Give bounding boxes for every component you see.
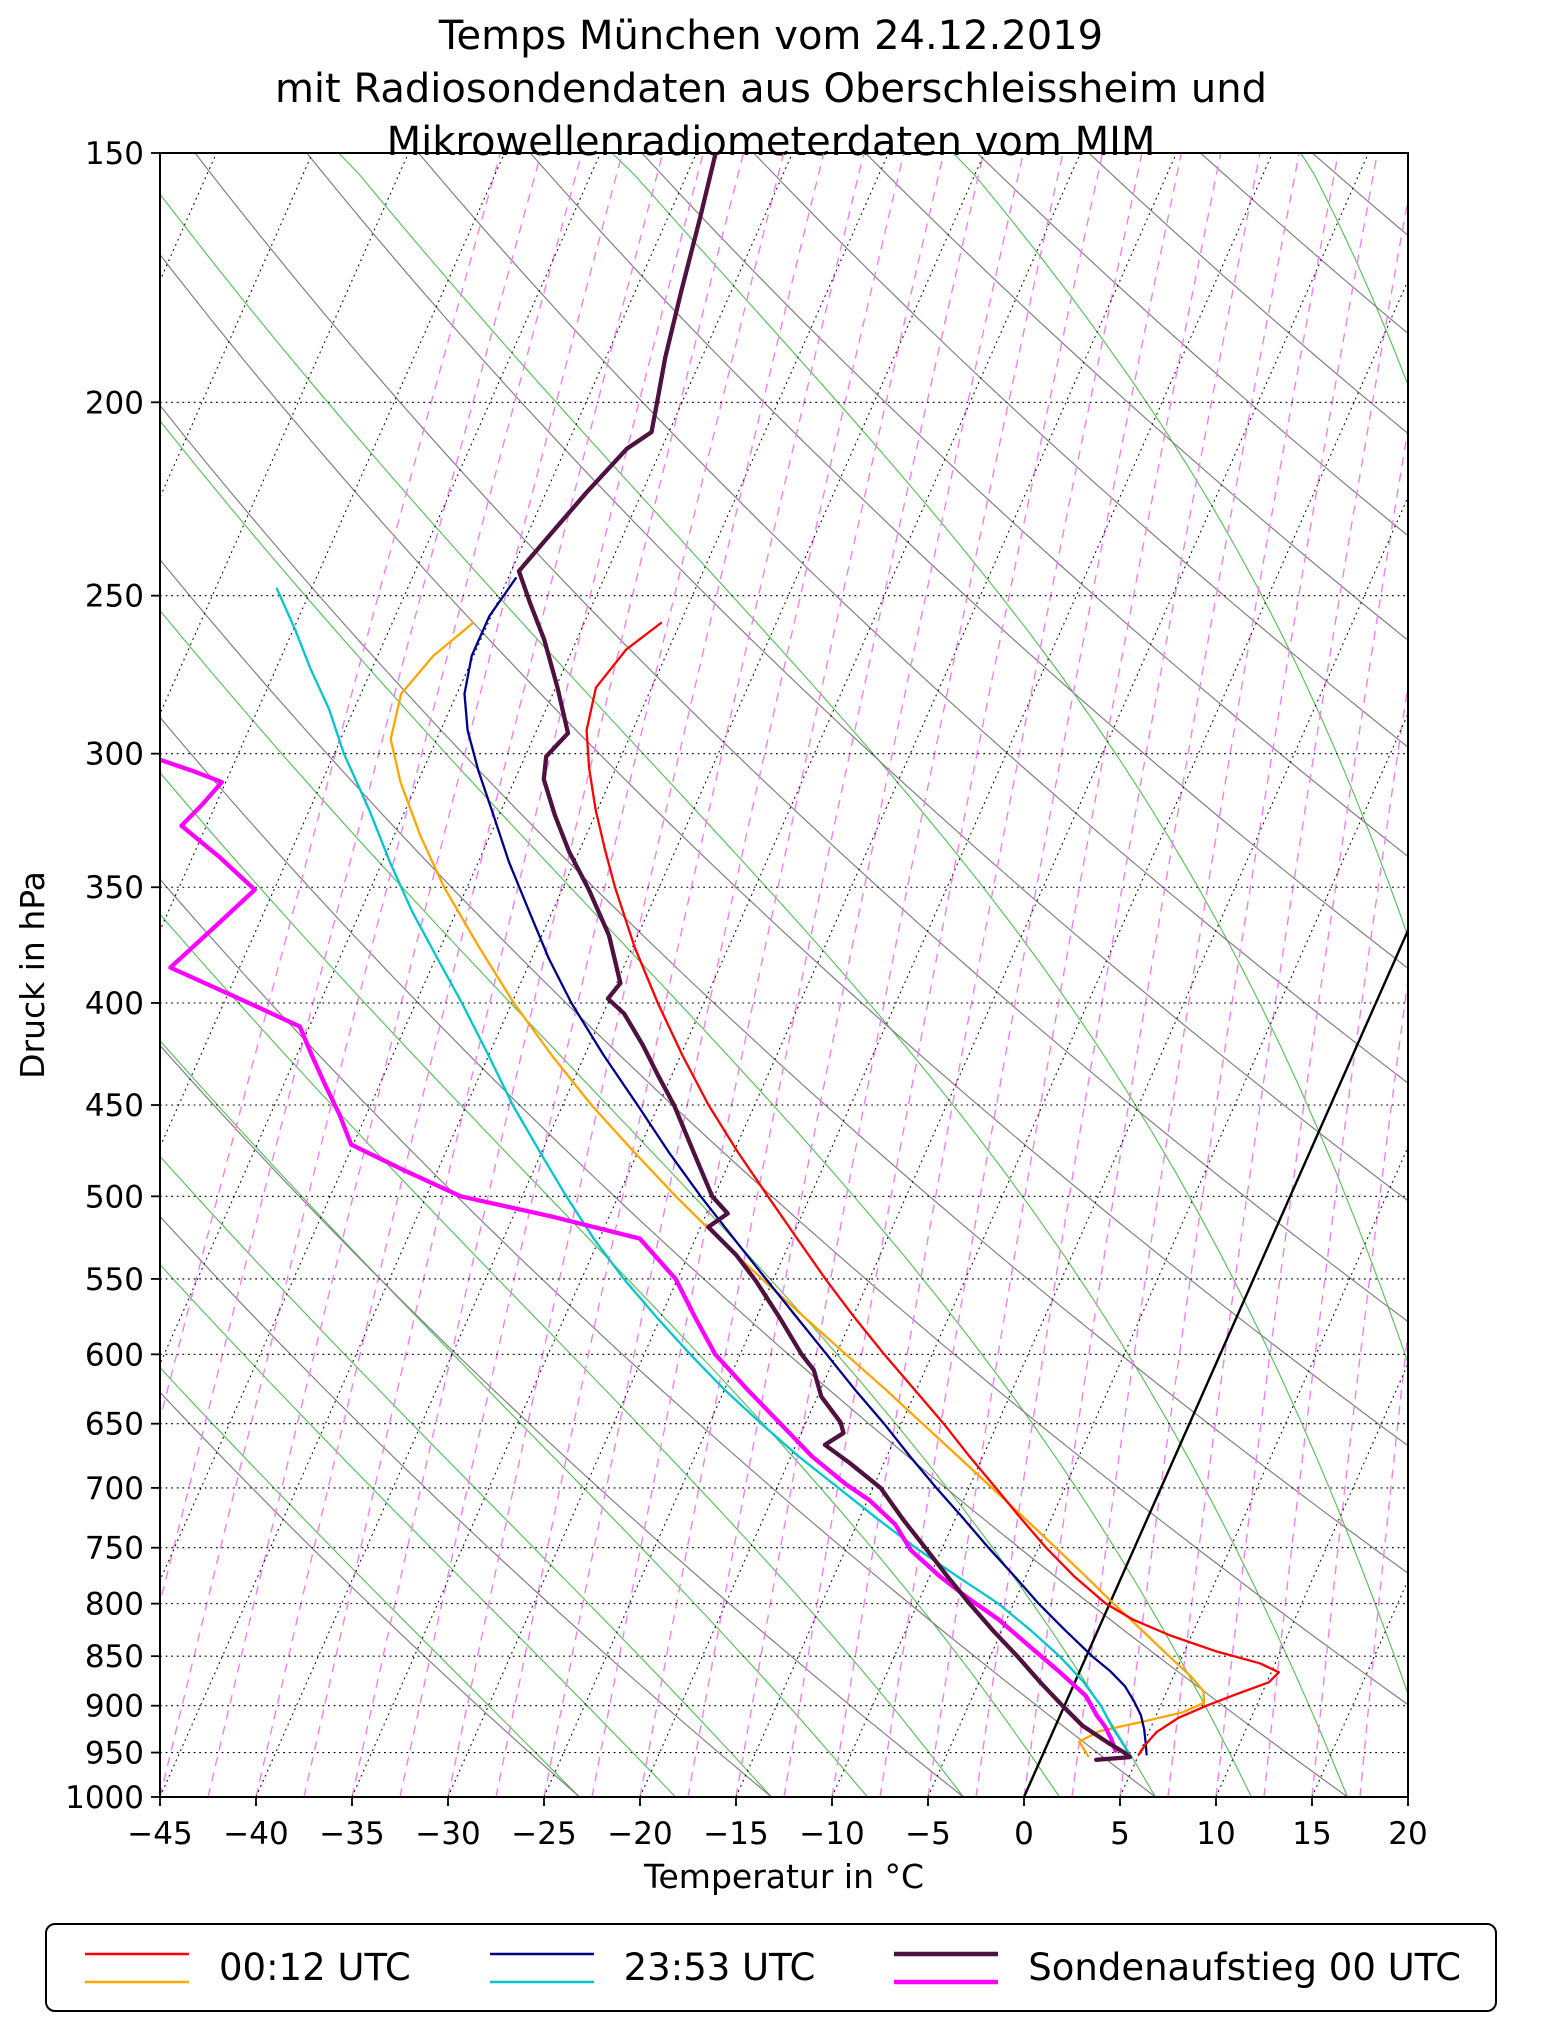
y-tick-label: 450 xyxy=(85,1088,144,1124)
x-tick-label: −25 xyxy=(511,1816,576,1852)
chart-title-line-2: mit Radiosondendaten aus Oberschleisshei… xyxy=(274,66,1268,112)
isotherm-lines xyxy=(160,153,1408,1797)
chart-title: Temps München vom 24.12.2019 mit Radioso… xyxy=(100,10,1442,169)
dry-adiabat-lines xyxy=(160,153,1408,1797)
y-tick-label: 650 xyxy=(85,1407,144,1443)
y-tick-label: 300 xyxy=(85,737,144,773)
chart-title-line-3: Mikrowellenradiometerdaten vom MIM xyxy=(386,119,1156,165)
legend-sample-2353utc xyxy=(489,1952,594,1983)
x-tick-label: −5 xyxy=(905,1816,951,1852)
moist-adiabat-lines xyxy=(160,153,1408,1797)
legend-label-0012utc: 00:12 UTC xyxy=(219,1946,411,1989)
x-tick-label: −45 xyxy=(127,1816,192,1852)
y-tick-label: 150 xyxy=(85,136,144,172)
y-axis-ticks: 150 200 250 300 350 400 450 500 550 600 650 700 750 8… xyxy=(65,136,160,1816)
legend-sample-sondenaufstieg xyxy=(894,1951,999,1984)
y-tick-label: 700 xyxy=(85,1471,144,1507)
x-tick-label: 10 xyxy=(1196,1816,1235,1852)
legend-label-2353utc: 23:53 UTC xyxy=(623,1946,816,1989)
x-tick-label: −10 xyxy=(799,1816,864,1852)
x-tick-label: 15 xyxy=(1292,1816,1331,1852)
y-tick-label: 200 xyxy=(85,385,144,421)
legend-sample-0012utc xyxy=(85,1952,189,1983)
legend-entry-sondenaufstieg: Sondenaufstieg 00 UTC xyxy=(890,1939,1461,1997)
curve-2353utc-dewpoint xyxy=(275,587,1130,1754)
y-tick-label: 600 xyxy=(85,1337,144,1373)
x-tick-label: −35 xyxy=(319,1816,384,1852)
x-tick-label: −40 xyxy=(223,1816,288,1852)
y-tick-label: 350 xyxy=(85,870,144,906)
isobar-lines xyxy=(160,153,1408,1797)
x-tick-label: −30 xyxy=(415,1816,480,1852)
curve-sonde00utc-temperature xyxy=(516,153,1133,1762)
y-tick-label: 800 xyxy=(85,1587,144,1623)
y-tick-label: 500 xyxy=(85,1179,144,1215)
x-tick-label: 20 xyxy=(1388,1816,1427,1852)
y-tick-label: 1000 xyxy=(65,1780,144,1816)
legend-label-sondenaufstieg: Sondenaufstieg 00 UTC xyxy=(1028,1946,1461,1989)
y-tick-label: 400 xyxy=(85,986,144,1022)
x-tick-label: −15 xyxy=(703,1816,768,1852)
x-tick-label: 0 xyxy=(1014,1816,1034,1852)
y-tick-label: 950 xyxy=(85,1736,144,1772)
legend-entry-0012utc: 00:12 UTC xyxy=(81,1939,411,1997)
chart-title-line-1: Temps München vom 24.12.2019 xyxy=(438,13,1104,59)
x-axis-label: Temperatur in °C xyxy=(643,1857,924,1896)
plot-area xyxy=(160,153,1408,1797)
mixing-ratio-lines xyxy=(160,153,1408,1797)
curve-sonde00utc-dewpoint xyxy=(160,757,1118,1753)
curve-0012utc-dewpoint xyxy=(389,621,1206,1758)
legend: 00:12 UTC 23:53 UTC Sondenaufstieg 00 UT… xyxy=(45,1923,1497,2012)
x-tick-label: −20 xyxy=(607,1816,672,1852)
curve-0012utc-temperature xyxy=(585,621,1281,1756)
y-tick-label: 750 xyxy=(85,1531,144,1567)
y-tick-label: 900 xyxy=(85,1689,144,1725)
x-axis-ticks: −45 −40 −35 −30 −25 −20 −15 −10 −5 0 5 10 15 20 xyxy=(127,1797,1428,1852)
y-tick-label: 850 xyxy=(85,1639,144,1675)
y-axis-label: Druck in hPa xyxy=(13,871,52,1079)
zero-degree-isotherm xyxy=(1022,927,1408,1797)
y-tick-label: 550 xyxy=(85,1262,144,1298)
plot-frame xyxy=(159,152,1409,1798)
y-tick-label: 250 xyxy=(85,579,144,615)
curve-2353utc-temperature xyxy=(463,577,1148,1756)
legend-entry-2353utc: 23:53 UTC xyxy=(486,1939,816,1997)
x-tick-label: 5 xyxy=(1110,1816,1130,1852)
